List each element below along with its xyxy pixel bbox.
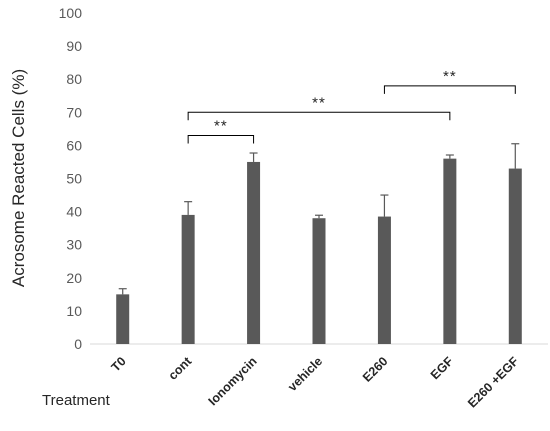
y-tick-label: 80 xyxy=(66,71,82,87)
y-tick-label: 100 xyxy=(59,5,83,21)
x-axis-title: Treatment xyxy=(42,392,111,409)
y-tick-label: 60 xyxy=(66,137,82,153)
y-tick-label: 50 xyxy=(66,171,82,187)
x-tick-label: T0 xyxy=(109,354,129,374)
x-axis-ticks: T0 cont Ionomycin vehicle E260 EGF E260 +EGF xyxy=(109,354,522,411)
x-tick-label: E260 xyxy=(360,354,391,385)
y-tick-label: 20 xyxy=(66,270,82,286)
y-tick-label: 30 xyxy=(66,237,82,253)
error-bars xyxy=(118,143,520,295)
significance-label: ** xyxy=(312,94,326,111)
bar xyxy=(508,168,522,344)
significance-brackets: ** ** ** xyxy=(187,68,516,144)
bar xyxy=(181,214,195,344)
x-tick-label: cont xyxy=(166,354,195,383)
bar xyxy=(116,294,130,344)
x-tick-label: E260 +EGF xyxy=(465,354,522,411)
y-tick-label: 0 xyxy=(74,336,82,352)
significance-bracket xyxy=(383,85,516,94)
bars xyxy=(116,158,522,344)
x-tick-label: vehicle xyxy=(285,354,325,394)
bar xyxy=(377,216,391,344)
y-tick-label: 40 xyxy=(66,204,82,220)
bar xyxy=(443,158,457,344)
y-tick-label: 70 xyxy=(66,104,82,120)
bar xyxy=(247,161,261,344)
x-tick-label: EGF xyxy=(428,354,456,382)
significance-bracket xyxy=(187,111,451,121)
y-axis-title: Acrosome Reacted Cells (%) xyxy=(9,69,28,287)
significance-label: ** xyxy=(214,117,228,134)
y-tick-label: 90 xyxy=(66,38,82,54)
x-tick-label: Ionomycin xyxy=(206,354,260,408)
y-axis-ticks: 0 10 20 30 40 50 60 70 80 90 100 xyxy=(59,5,83,352)
bar xyxy=(312,218,326,344)
significance-label: ** xyxy=(443,68,457,85)
significance-bracket xyxy=(187,134,255,144)
y-tick-label: 10 xyxy=(66,303,82,319)
